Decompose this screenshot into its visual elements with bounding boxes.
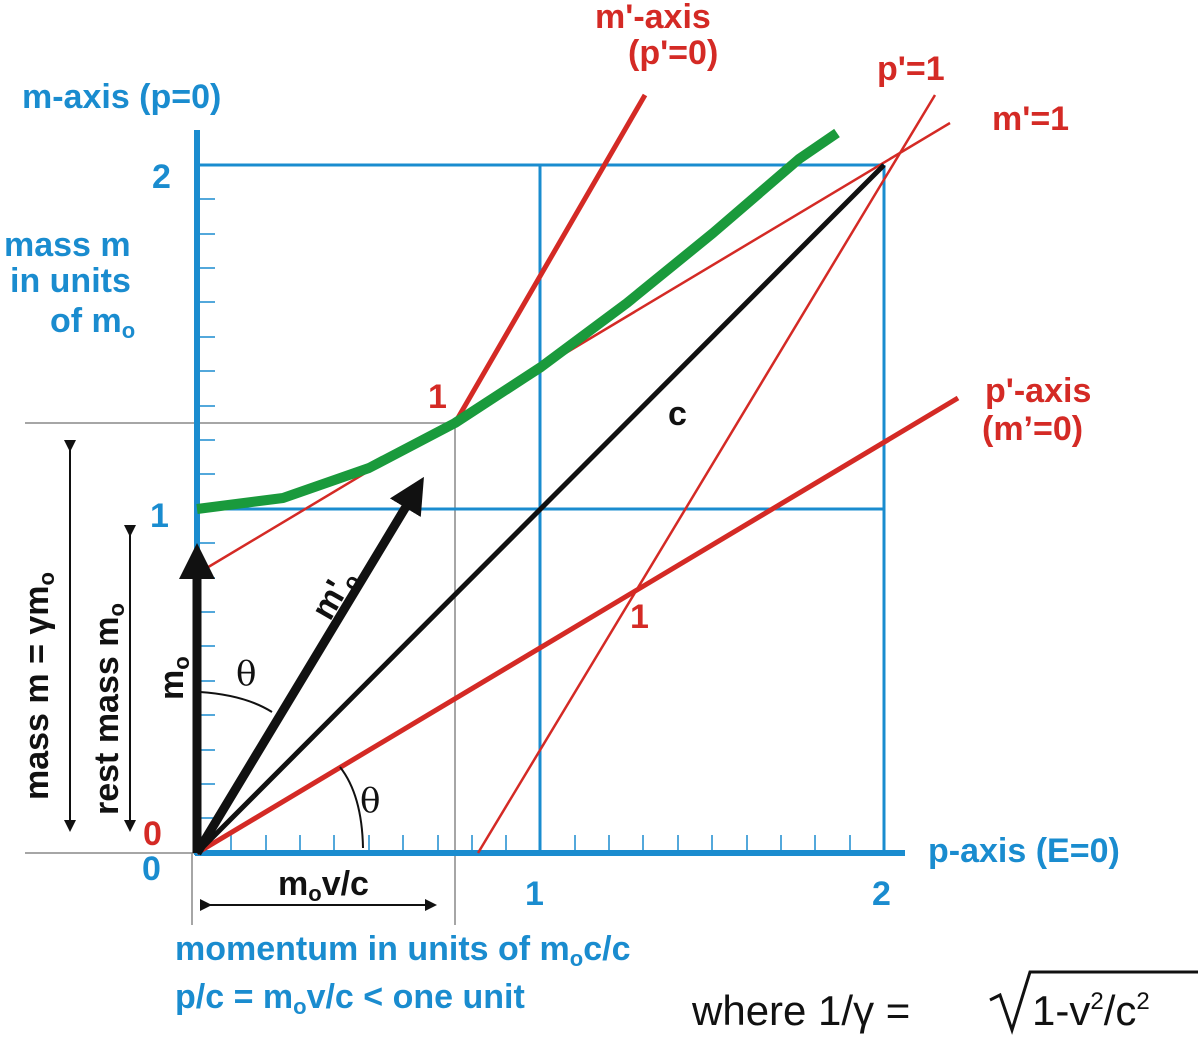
zero-label: 0 — [143, 815, 162, 853]
primed-axes — [195, 93, 960, 856]
dimension-arrows — [64, 440, 437, 911]
unit-label: 1 — [428, 378, 447, 416]
m-tick: 1 — [150, 497, 169, 535]
m-tick: 2 — [152, 158, 171, 196]
p-prime-1: p'=1 — [877, 50, 945, 88]
m-axis-title: m-axis (p=0) — [22, 78, 221, 116]
p-axis-title: p-axis (E=0) — [928, 832, 1120, 870]
labels: m-axis (p=0) 2 1 0 0 mass m in units of … — [4, 0, 1198, 1035]
momentum-label: momentum in units of moc/c — [175, 930, 631, 971]
formula: where 1/γ = — [691, 987, 910, 1034]
m-o: mo — [153, 656, 194, 700]
p-prime-axis: (m’=0) — [982, 410, 1083, 448]
momentum-label: p/c = mov/c < one unit — [175, 978, 525, 1019]
mass-units: mass m — [4, 226, 131, 264]
vectors — [179, 163, 886, 856]
theta: θ — [360, 781, 380, 821]
guides — [25, 422, 456, 925]
p-prime-axis: p'-axis — [985, 372, 1091, 410]
mass-curve — [196, 128, 840, 514]
rest-mass: rest mass mo — [88, 603, 129, 815]
unit-label: 1 — [630, 598, 649, 636]
m-prime-1: m'=1 — [992, 100, 1069, 138]
mass-units: of mo — [50, 302, 135, 343]
m-prime-axis: m'-axis — [595, 0, 711, 36]
mass-m: mass m = γmo — [18, 572, 59, 800]
mass-units: in units — [10, 262, 131, 300]
formula-root: 1-v2/c2 — [1032, 987, 1150, 1034]
c-label: c — [668, 395, 687, 433]
m-tick: 0 — [142, 850, 161, 888]
theta: θ — [236, 654, 256, 694]
mov-c: mov/c — [278, 865, 369, 906]
p-tick: 1 — [525, 875, 544, 913]
root-sign — [989, 970, 1198, 1035]
p-tick: 2 — [872, 875, 891, 913]
m-prime-axis: (p'=0) — [628, 34, 718, 72]
